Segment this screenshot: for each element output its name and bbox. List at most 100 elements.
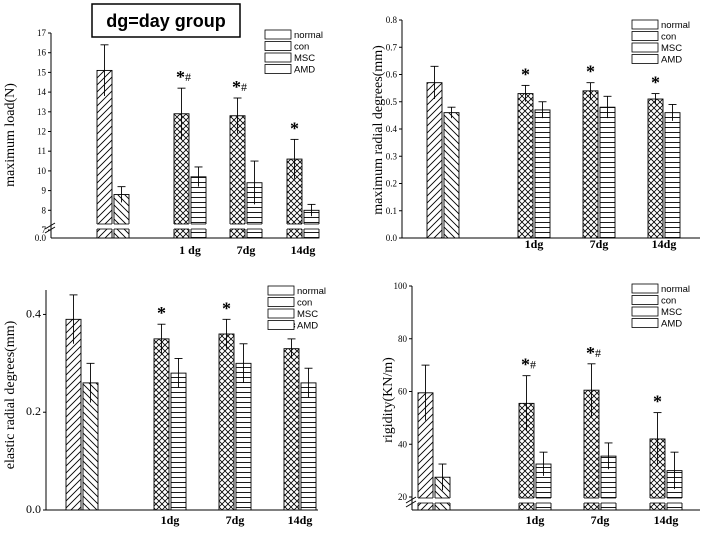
bar-break-gap <box>190 224 207 229</box>
significance-hash: # <box>530 358 536 372</box>
axis-break-mark <box>405 496 417 508</box>
significance-star: * <box>653 392 662 412</box>
x-category-label: 7dg <box>591 513 610 527</box>
significance-annotation: * <box>651 73 660 93</box>
significance-annotation: * <box>521 64 530 84</box>
bar-msc-1dg <box>153 338 170 511</box>
bar-break-gap <box>434 498 451 503</box>
legend-label-msc: MSC <box>294 53 315 64</box>
y-tick-label: 13 <box>37 107 47 117</box>
significance-star: * <box>222 298 231 318</box>
legend-label-msc: MSC <box>661 43 682 54</box>
significance-star: * <box>521 355 530 375</box>
x-category-label: 7dg <box>237 243 256 257</box>
y-tick-label: 0.0 <box>26 502 41 516</box>
y-tick-label: 7 <box>42 225 47 235</box>
significance-star: * <box>290 118 299 138</box>
legend-swatch-normal <box>267 285 295 296</box>
y-tick-label: 80 <box>398 334 408 344</box>
significance-annotation: *# <box>586 343 601 363</box>
bar-msc-1dg <box>517 93 534 239</box>
legend-label-normal: normal <box>294 30 323 41</box>
legend-label-con: con <box>294 42 309 53</box>
y-tick-label: 100 <box>394 281 408 291</box>
legend-label-amd: AMD <box>297 321 318 332</box>
y-tick-label: 17 <box>37 28 47 38</box>
y-tick-label: 11 <box>37 146 46 156</box>
legend-swatch-normal <box>631 283 659 294</box>
bar-break-gap <box>583 498 600 503</box>
x-category-label: 14dg <box>288 513 313 527</box>
y-tick-label: 0.1 <box>386 206 397 216</box>
bar-break-gap <box>246 224 263 229</box>
y-tick-label: 12 <box>37 127 46 137</box>
legend-label-msc: MSC <box>297 309 318 320</box>
y-tick-label: 0.5 <box>386 97 398 107</box>
x-category-label: 7dg <box>226 513 245 527</box>
bar-break-gap <box>229 224 246 229</box>
y-tick-label-zero: 0.0 <box>35 233 47 243</box>
legend-label-amd: AMD <box>661 55 682 66</box>
significance-star: * <box>586 343 595 363</box>
significance-annotation: * <box>222 298 231 318</box>
bar-break-gap <box>96 224 113 229</box>
significance-star: * <box>157 303 166 323</box>
legend-label-con: con <box>297 298 312 309</box>
legend-label-normal: normal <box>661 284 690 295</box>
y-tick-label: 10 <box>37 166 47 176</box>
legend-label-con: con <box>661 32 676 43</box>
significance-star: * <box>521 64 530 84</box>
axis-break-mark <box>44 222 56 234</box>
x-category-label: 14dg <box>654 513 679 527</box>
y-axis-label: rigidity(KN/m) <box>381 357 396 443</box>
significance-annotation: * <box>653 392 662 412</box>
y-tick-label: 0.4 <box>26 306 41 320</box>
y-tick-label: 0.7 <box>386 42 398 52</box>
y-tick-label: 0.6 <box>386 70 398 80</box>
significance-star: * <box>176 67 185 87</box>
y-tick-label: 0.0 <box>386 233 398 243</box>
bar-amd-7dg <box>599 106 616 239</box>
bar-break-gap <box>173 224 190 229</box>
x-category-label: 1dg <box>526 513 545 527</box>
significance-annotation: * <box>157 303 166 323</box>
y-tick-label: 14 <box>37 87 47 97</box>
significance-annotation: * <box>290 118 299 138</box>
legend-swatch-amd <box>631 54 659 64</box>
legend-label-amd: AMD <box>661 319 682 330</box>
bar-amd-1dg <box>170 372 187 511</box>
significance-star: * <box>651 73 660 93</box>
y-axis-label: maximum load(N) <box>3 83 18 187</box>
significance-annotation: *# <box>521 355 536 375</box>
legend-swatch-normal <box>631 19 659 30</box>
significance-star: * <box>586 62 595 82</box>
bar-msc-7dg <box>229 115 246 239</box>
legend-swatch-amd <box>631 318 659 328</box>
legend-swatch-normal <box>264 29 292 40</box>
bar-break-gap <box>518 498 535 503</box>
x-category-label: 7dg <box>590 237 609 251</box>
bar-msc-14dg <box>283 348 300 511</box>
y-tick-label: 15 <box>37 67 47 77</box>
y-tick-label: 16 <box>37 48 47 58</box>
bar-msc-7dg <box>218 333 235 511</box>
y-tick-label: 9 <box>42 186 47 196</box>
y-tick-label: 20 <box>398 492 408 502</box>
bar-msc-7dg <box>582 90 599 239</box>
bar-amd-1dg <box>534 109 551 239</box>
bar-break-gap <box>600 498 617 503</box>
x-category-label: 14dg <box>652 237 677 251</box>
x-category-label: 14dg <box>291 243 316 257</box>
bar-break-gap <box>535 498 552 503</box>
legend-swatch-con <box>631 31 659 41</box>
y-tick-label: 0.2 <box>26 404 41 418</box>
significance-hash: # <box>185 70 191 84</box>
significance-hash: # <box>241 80 247 94</box>
legend-swatch-con <box>267 297 295 307</box>
bar-amd-14dg <box>664 112 681 239</box>
